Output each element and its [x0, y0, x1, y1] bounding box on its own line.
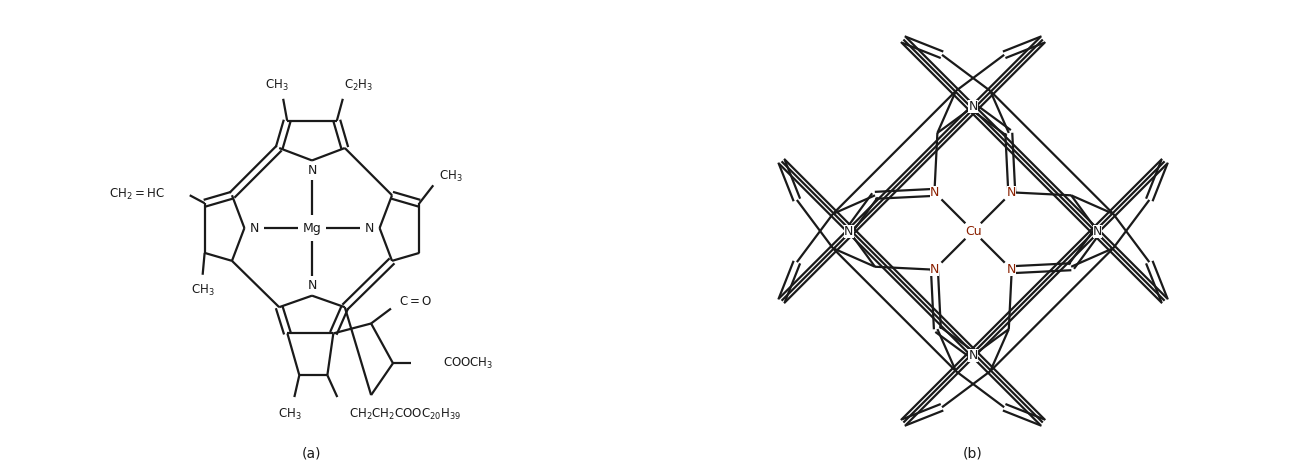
Text: Cu: Cu	[965, 225, 982, 237]
Text: N: N	[250, 221, 259, 235]
Text: COOCH$_3$: COOCH$_3$	[443, 356, 493, 371]
Text: CH$_2$CH$_2$COOC$_{20}$H$_{39}$: CH$_2$CH$_2$COOC$_{20}$H$_{39}$	[350, 407, 462, 422]
Text: C$=$O: C$=$O	[399, 295, 433, 308]
Text: N: N	[307, 279, 317, 292]
Text: N: N	[968, 349, 978, 362]
Text: N: N	[844, 225, 854, 237]
Text: CH$_3$: CH$_3$	[191, 283, 214, 298]
Text: N: N	[930, 186, 939, 199]
Text: (b): (b)	[963, 447, 983, 461]
Text: N: N	[1093, 225, 1102, 237]
Text: CH$_2$$=$HC: CH$_2$$=$HC	[109, 187, 165, 202]
Text: N: N	[307, 164, 317, 177]
Text: CH$_3$: CH$_3$	[277, 407, 302, 422]
Text: N: N	[365, 221, 374, 235]
Text: CH$_3$: CH$_3$	[265, 79, 289, 94]
Text: N: N	[930, 263, 939, 276]
Text: CH$_3$: CH$_3$	[439, 169, 463, 184]
Text: N: N	[1008, 263, 1017, 276]
Text: N: N	[1008, 186, 1017, 199]
Text: N: N	[968, 100, 978, 113]
Text: C$_2$H$_3$: C$_2$H$_3$	[344, 79, 373, 94]
Text: Mg: Mg	[303, 221, 321, 235]
Text: (a): (a)	[302, 447, 321, 461]
